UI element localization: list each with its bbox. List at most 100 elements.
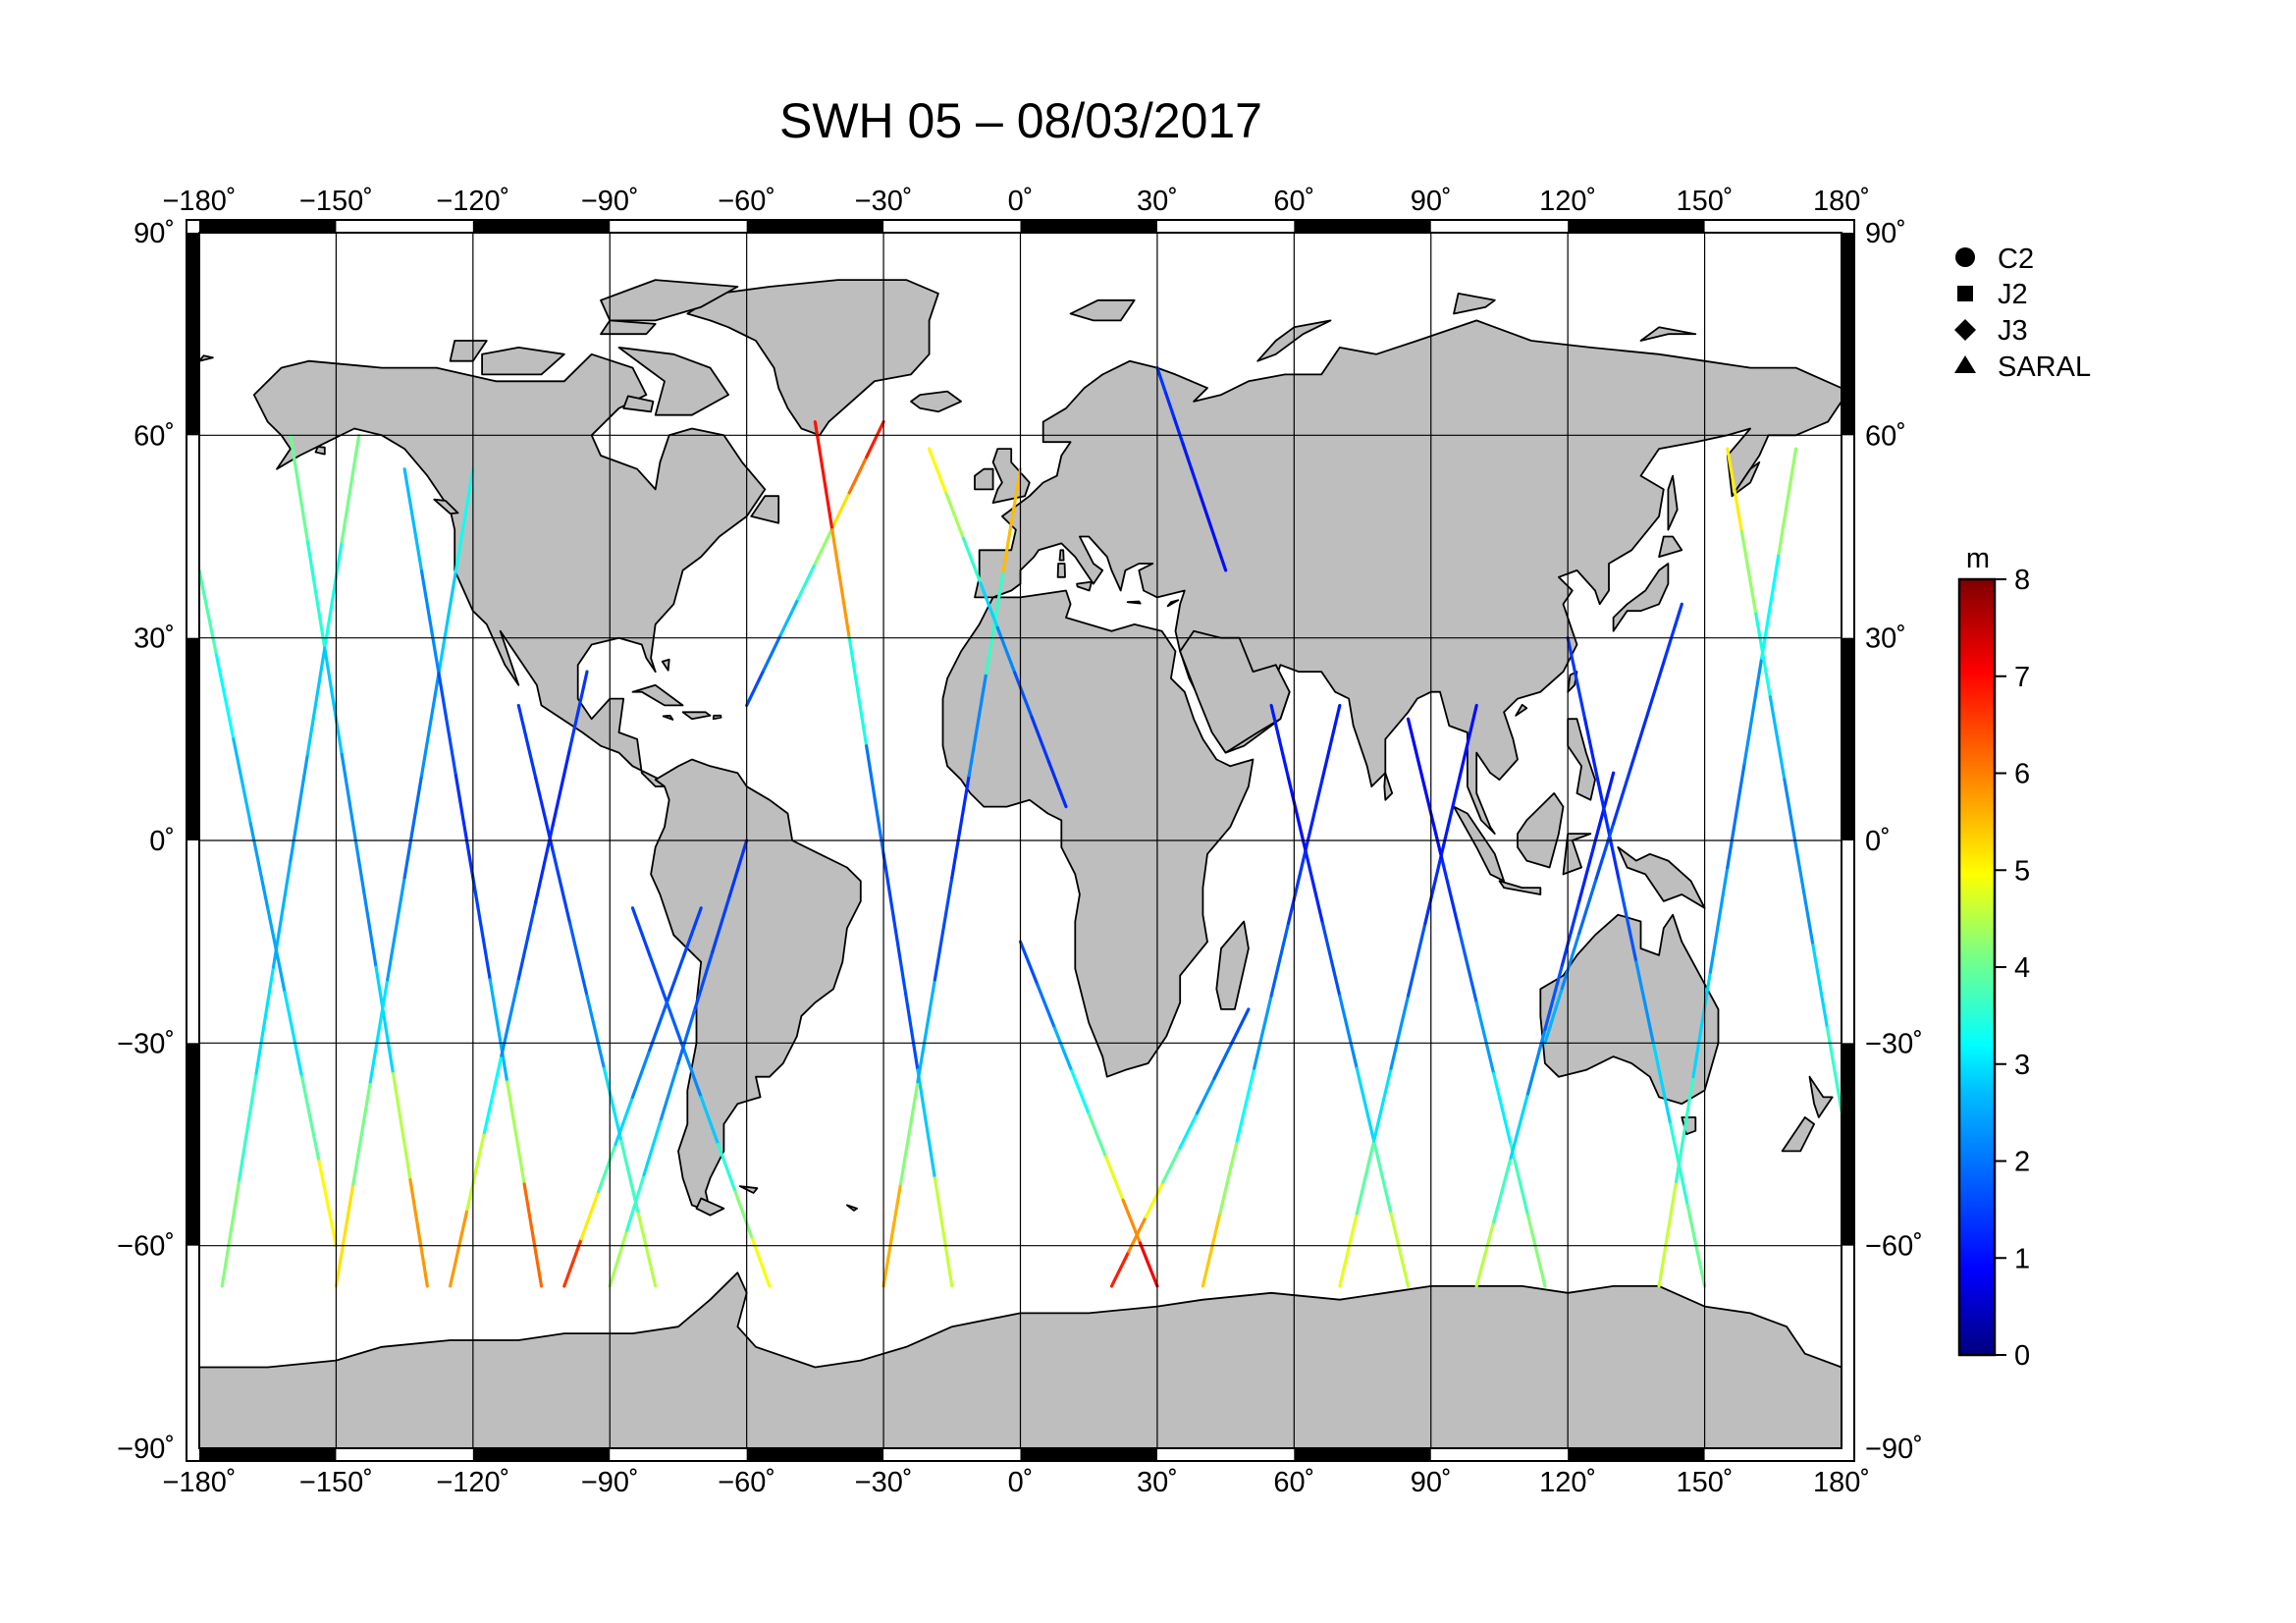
- track-segment: [642, 1117, 664, 1177]
- track-segment: [865, 744, 885, 856]
- track-segment: [602, 1066, 623, 1143]
- land-cuba: [631, 683, 684, 707]
- legend-label-j3: J3: [1998, 315, 2028, 347]
- track: [927, 447, 1068, 809]
- track: [608, 839, 749, 1288]
- track-segment: [1181, 442, 1194, 471]
- lon-tick-label-top: −180˚: [163, 186, 237, 217]
- track-segment: [1474, 1001, 1496, 1075]
- land-eurasia: [974, 319, 1842, 835]
- track-segment: [1617, 879, 1638, 964]
- land-svalbard: [1069, 298, 1136, 322]
- track-segment: [1811, 944, 1830, 1030]
- track-segment: [1155, 365, 1168, 395]
- track-segment: [944, 492, 966, 540]
- lon-tick-label-bottom: −60˚: [718, 1467, 775, 1498]
- track-segment: [454, 467, 475, 573]
- track-segment: [1423, 787, 1444, 863]
- track-segment: [448, 1208, 469, 1288]
- track-segment: [648, 1001, 668, 1052]
- frame-bar-segment: [1842, 637, 1854, 840]
- track-segment: [289, 433, 309, 544]
- track-segment: [1560, 899, 1581, 967]
- track-segment: [289, 752, 309, 863]
- track-segment: [305, 540, 327, 650]
- track-segment: [630, 1048, 652, 1099]
- track-segment: [516, 900, 538, 981]
- lon-tick-label-top: 90˚: [1411, 186, 1452, 217]
- track-segment: [534, 776, 555, 852]
- land-south-georgia: [846, 1204, 858, 1212]
- track-segment: [254, 965, 276, 1075]
- track-segment: [813, 419, 834, 532]
- track-segment: [305, 646, 327, 756]
- land-cyprus: [1166, 599, 1180, 608]
- track-segment: [750, 1237, 772, 1288]
- track-segment: [1198, 492, 1210, 521]
- track-segment: [402, 467, 424, 573]
- track-segment: [585, 994, 607, 1070]
- track-segment: [567, 921, 589, 998]
- frame-bar-segment: [746, 220, 884, 233]
- track-segment: [323, 540, 344, 650]
- track-segment: [717, 1142, 737, 1194]
- track-segment: [659, 1061, 680, 1121]
- lon-tick-label-bottom: −180˚: [163, 1467, 237, 1498]
- track-segment: [1566, 636, 1587, 721]
- triangle-icon: [1954, 355, 1976, 373]
- lat-tick-label-left: 0˚: [149, 826, 175, 857]
- land-borneo: [1517, 792, 1565, 869]
- track-segment: [1036, 983, 1056, 1030]
- track-segment: [551, 848, 572, 925]
- colorbar-tick-label: 3: [2014, 1050, 2030, 1081]
- track-segment: [1663, 602, 1683, 661]
- track-segment: [1594, 771, 1616, 839]
- track-segment: [745, 668, 766, 708]
- track-segment: [522, 1182, 544, 1288]
- track-segment: [1612, 767, 1632, 826]
- colorbar-tick-label: 5: [2014, 855, 2030, 887]
- colorbar-ticks: 0 1 2 3 4 5 6 7 8: [1995, 565, 2030, 1372]
- frame-bar-segment: [1020, 1448, 1157, 1461]
- track-segment: [1423, 848, 1444, 925]
- track-segment: [374, 965, 396, 1075]
- land-madagascar: [1215, 920, 1250, 1010]
- track-segment: [916, 1068, 936, 1180]
- track-segment: [1355, 1139, 1376, 1216]
- track-segment: [1138, 1241, 1159, 1288]
- land-wrangel: [199, 354, 214, 362]
- track: [220, 433, 361, 1288]
- land-new-zealand-south: [1781, 1116, 1815, 1153]
- frame-bar-segment: [1842, 1043, 1854, 1246]
- track-segment: [351, 1080, 372, 1186]
- lon-tick-label-bottom: 180˚: [1813, 1467, 1870, 1498]
- track-segment: [1739, 529, 1758, 617]
- track-segment: [299, 1075, 321, 1163]
- track-segment: [847, 456, 869, 495]
- track-segment: [614, 1095, 635, 1147]
- track-segment: [1218, 1139, 1239, 1216]
- track-segment: [830, 491, 851, 530]
- track-segment: [391, 1071, 412, 1182]
- track: [1474, 771, 1616, 1288]
- lon-tick-label-top: −60˚: [718, 186, 775, 217]
- land-bahamas: [661, 658, 670, 672]
- track-segment: [1001, 467, 1023, 573]
- land-novaya-zemlya: [1256, 319, 1332, 362]
- track-segment: [1286, 848, 1308, 925]
- diamond-icon: [1954, 319, 1976, 341]
- land-vancouver-island: [433, 498, 459, 514]
- track-segment: [830, 528, 851, 640]
- track-segment: [357, 859, 378, 969]
- legend-label-saral: SARAL: [1998, 352, 2091, 383]
- track-segment: [334, 1182, 355, 1288]
- track-segment: [1760, 552, 1781, 660]
- track-segment: [488, 978, 509, 1084]
- lat-tick-label-right: −60˚: [1865, 1231, 1923, 1263]
- land-tierra-del-fuego: [695, 1197, 725, 1217]
- colorbar-tick-label: 8: [2014, 565, 2030, 596]
- frame-bar-segment: [1020, 220, 1157, 233]
- map-frame: [186, 219, 1855, 1462]
- track-segment: [625, 1172, 646, 1232]
- track-segment: [1201, 1212, 1222, 1288]
